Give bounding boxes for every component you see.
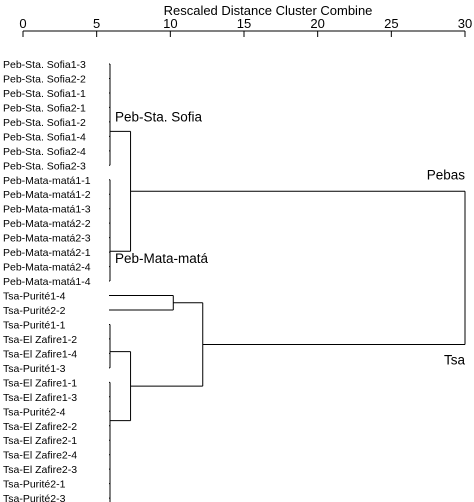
leaf-label: Peb-Sta. Sofia1-2: [3, 117, 86, 129]
leaf-label: Peb-Mata-matá2-1: [3, 247, 91, 259]
cluster-label: Peb-Mata-matá: [115, 251, 209, 266]
leaf-label: Tsa-El Zafire2-2: [3, 421, 77, 433]
tick-label: 10: [163, 16, 177, 31]
cluster-label: Pebas: [427, 167, 466, 182]
leaf-label: Peb-Mata-matá1-2: [3, 189, 91, 201]
leaf-label: Tsa-El Zafire2-1: [3, 435, 77, 447]
leaf-label: Peb-Mata-matá1-4: [3, 276, 91, 288]
leaf-label: Peb-Sta. Sofia1-4: [3, 131, 86, 143]
leaf-label: Tsa-Purité1-1: [3, 319, 66, 331]
leaf-label: Peb-Sta. Sofia2-2: [3, 73, 86, 85]
tick-label: 0: [19, 16, 26, 31]
leaf-label: Tsa-Purité2-1: [3, 479, 66, 491]
leaf-label: Tsa-El Zafire2-4: [3, 450, 77, 462]
leaf-label: Tsa-Purité2-2: [3, 305, 66, 317]
distance-axis: 0 5 10 15 20 25 30: [19, 16, 472, 37]
leaf-label: Peb-Mata-matá1-3: [3, 204, 91, 216]
leaf-label: Peb-Sta. Sofia1-3: [3, 59, 86, 71]
leaf-label: Peb-Sta. Sofia1-1: [3, 88, 86, 100]
leaf-labels: Peb-Sta. Sofia1-3 Peb-Sta. Sofia2-2 Peb-St…: [3, 59, 91, 502]
cluster-labels: Peb-Sta. Sofia Peb-Mata-matá Pebas Tsa: [115, 109, 465, 367]
cluster-label: Peb-Sta. Sofia: [115, 109, 203, 124]
leaf-label: Tsa-Purité1-4: [3, 291, 66, 303]
leaf-label: Peb-Mata-matá2-4: [3, 262, 91, 274]
leaf-label: Tsa-Purité1-3: [3, 363, 66, 375]
leaf-label: Peb-Sta. Sofia2-3: [3, 160, 86, 172]
cluster-label: Tsa: [444, 352, 466, 367]
leaf-label: Tsa-El Zafire2-3: [3, 464, 77, 476]
tick-label: 15: [237, 16, 251, 31]
leaf-label: Tsa-El Zafire1-1: [3, 377, 77, 389]
leaf-label: Tsa-Purité2-4: [3, 406, 66, 418]
leaf-label: Tsa-El Zafire1-2: [3, 334, 77, 346]
leaf-label: Tsa-Purité2-3: [3, 493, 66, 502]
leaf-label: Tsa-El Zafire1-3: [3, 392, 77, 404]
tick-label: 5: [93, 16, 100, 31]
chart-title: Rescaled Distance Cluster Combine: [164, 3, 373, 18]
leaf-label: Peb-Mata-matá1-1: [3, 175, 91, 187]
leaf-label: Tsa-El Zafire1-4: [3, 348, 77, 360]
dendrogram-tree: [109, 63, 466, 502]
tick-label: 30: [458, 16, 472, 31]
leaf-label: Peb-Mata-matá2-2: [3, 218, 91, 230]
leaf-label: Peb-Mata-matá2-3: [3, 233, 91, 245]
leaf-label: Peb-Sta. Sofia2-4: [3, 146, 86, 158]
tick-label: 20: [310, 16, 324, 31]
leaf-label: Peb-Sta. Sofia2-1: [3, 102, 86, 114]
tick-label: 25: [384, 16, 398, 31]
